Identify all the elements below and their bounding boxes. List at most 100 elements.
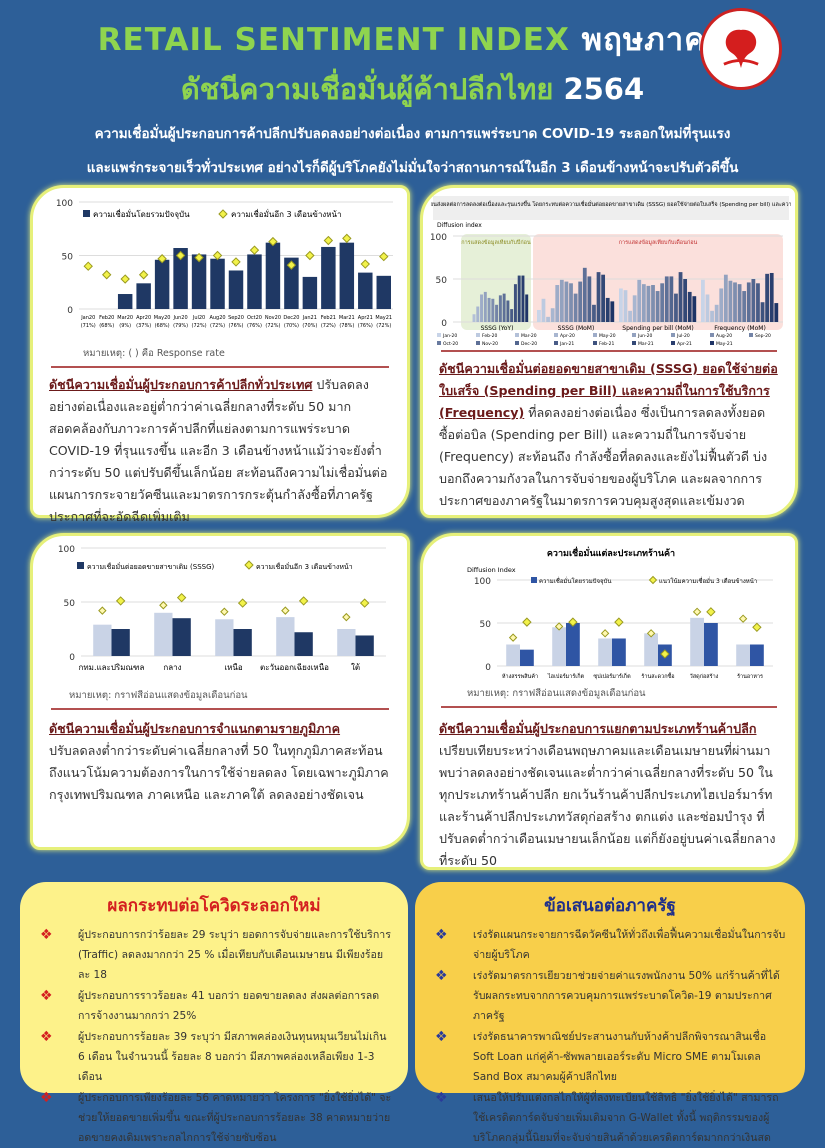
bar-month bbox=[564, 281, 569, 322]
legend-swatch bbox=[515, 333, 519, 337]
diamond-previous-month bbox=[220, 607, 229, 616]
x-tick-label: ร้านอาหาร bbox=[737, 673, 763, 680]
diamond-3-month bbox=[379, 251, 389, 262]
bar-month bbox=[669, 276, 674, 322]
chart-note: หมายเหตุ: กราฟสีอ่อนแสดงข้อมูลเดือนก่อน bbox=[467, 688, 646, 699]
diamond-3-month bbox=[660, 649, 670, 659]
summary-line-2: และแพร่กระจายเร็วทั่วประเทศ อย่างไรก็ดีผ… bbox=[86, 160, 739, 176]
y-tick-label: 0 bbox=[69, 653, 75, 663]
bar-month bbox=[664, 276, 669, 322]
group-label: SSSG (YoY) bbox=[481, 325, 514, 332]
card-heading: ดัชนีความเชื่อมั่นผู้ประกอบการค้าปลีกทั่… bbox=[49, 377, 313, 392]
bar-current bbox=[136, 283, 151, 309]
y-tick-label: 100 bbox=[58, 545, 75, 555]
bar-month bbox=[596, 272, 601, 322]
response-rate-label: (9%) bbox=[119, 323, 131, 329]
bar-month bbox=[674, 293, 678, 322]
bar-month bbox=[476, 306, 480, 322]
response-rate-label: (68%) bbox=[99, 323, 114, 329]
legend-swatch bbox=[749, 333, 753, 337]
legend-swatch bbox=[554, 341, 558, 345]
bar-previous-month bbox=[215, 619, 234, 656]
bullet-item: ❖ เร่งรัดธนาคารพาณิชย์ประสานงานกับห้างค้า… bbox=[431, 1027, 789, 1087]
bar-month bbox=[723, 274, 728, 322]
y-tick-label: 100 bbox=[431, 233, 447, 243]
band-label: การแสดงข้อมูลเทียบกับเดือนก่อน bbox=[619, 239, 698, 246]
response-rate-label: (76%) bbox=[228, 323, 243, 329]
legend-label: Dec-20 bbox=[521, 341, 537, 347]
diamond-3-month bbox=[101, 270, 112, 280]
bar-previous-month bbox=[506, 644, 520, 666]
bar-month bbox=[733, 282, 737, 322]
x-tick-label: Apr20 bbox=[136, 315, 151, 321]
region-card: 0 50 100 กทม.และปริมณฑล กลาง เหนือ ตะวันออกเฉี… bbox=[30, 533, 410, 850]
group-label: SSSG (MoM) bbox=[558, 325, 595, 332]
bar-month bbox=[719, 288, 724, 322]
x-tick-label: Dec20 bbox=[283, 315, 299, 321]
y-tick-label: 100 bbox=[56, 199, 73, 209]
legend-diamond-icon bbox=[648, 575, 658, 585]
bar-month bbox=[495, 304, 499, 322]
bar-current bbox=[704, 623, 718, 666]
bar-current bbox=[284, 257, 299, 309]
bar-month bbox=[573, 293, 578, 322]
bullet-text: เร่งรัดมาตรการเยียวยาช่วยจ่ายค่าแรงพนักง… bbox=[473, 970, 780, 1022]
bar-month bbox=[578, 281, 583, 322]
bar-month bbox=[714, 304, 719, 322]
diamond-previous-month bbox=[281, 606, 290, 615]
legend-swatch bbox=[476, 333, 480, 337]
legend-swatch bbox=[515, 341, 519, 345]
bar-current bbox=[247, 254, 262, 309]
diamond-previous-month bbox=[98, 606, 107, 615]
legend-swatch bbox=[437, 341, 441, 345]
legend-swatch bbox=[710, 341, 714, 345]
bar-month bbox=[683, 279, 688, 322]
diamond-previous-month bbox=[600, 629, 610, 638]
legend-label: Aug-20 bbox=[716, 333, 732, 339]
bar-previous-month bbox=[690, 617, 704, 666]
bullet-text: เร่งรัดแผนกระจายการฉีดวัคซีนให้ทั่วถึงเพ… bbox=[473, 929, 786, 961]
bar-current bbox=[265, 242, 281, 309]
response-rate-label: (70%) bbox=[302, 323, 317, 329]
card-heading: ดัชนีความเชื่อมั่นต่อยอดขายสาขาเดิม (SSS… bbox=[439, 361, 778, 420]
bar-month bbox=[480, 294, 484, 322]
diamond-previous-month bbox=[646, 629, 656, 638]
legend-swatch bbox=[671, 341, 675, 345]
bar-month bbox=[628, 310, 632, 322]
response-rate-label: (71%) bbox=[81, 323, 96, 329]
legend-bar-swatch bbox=[531, 577, 537, 583]
bar-month bbox=[760, 302, 765, 322]
bar-previous-month bbox=[644, 633, 658, 666]
diamond-3-month bbox=[249, 245, 260, 255]
legend-swatch bbox=[593, 341, 597, 345]
bar-current bbox=[154, 259, 170, 309]
bar-month bbox=[678, 272, 683, 322]
x-tick-label: May20 bbox=[154, 315, 171, 321]
x-tick-label: Jul20 bbox=[192, 315, 205, 321]
diamond-bullet-icon: ❖ bbox=[40, 1090, 53, 1106]
impact-list: ❖ ผู้ประกอบการกว่าร้อยละ 29 ระบุว่า ยอดกา… bbox=[36, 925, 392, 1148]
legend-label: Feb-20 bbox=[482, 333, 497, 339]
response-rate-label: (72%) bbox=[210, 323, 225, 329]
bar-month bbox=[569, 283, 573, 322]
y-tick-label: 50 bbox=[64, 599, 76, 609]
legend-label: Apr-21 bbox=[677, 341, 692, 347]
diamond-3-month bbox=[323, 235, 334, 246]
bar-month bbox=[742, 291, 747, 322]
bar-month bbox=[601, 274, 606, 322]
national-index-card: 0 50 100 Jan20 (71%) Feb20 (68%) Mar20 (9%) Apr20… bbox=[30, 185, 410, 524]
x-tick-label: Feb21 bbox=[321, 315, 336, 321]
region-chart: 0 50 100 กทม.และปริมณฑล กลาง เหนือ ตะวันออกเฉี… bbox=[58, 545, 386, 672]
x-tick-label: ตะวันออกเฉียงเหนือ bbox=[260, 663, 329, 672]
legend-label: May-20 bbox=[599, 333, 616, 339]
card-heading: ดัชนีความเชื่อมั่นผู้ประกอบการแยกตามประเ… bbox=[439, 721, 757, 736]
legend-swatch bbox=[437, 333, 441, 337]
diamond-previous-month bbox=[342, 612, 351, 622]
bar-month bbox=[592, 304, 596, 322]
bar-previous-month bbox=[337, 629, 356, 656]
bar-previous-month bbox=[598, 638, 612, 666]
legend-label: Oct-20 bbox=[443, 341, 458, 347]
bullet-text: ผู้ประกอบการกว่าร้อยละ 29 ระบุว่า ยอดการ… bbox=[78, 929, 391, 981]
diamond-bullet-icon: ❖ bbox=[435, 1029, 448, 1045]
diamond-bullet-icon: ❖ bbox=[40, 1029, 53, 1045]
